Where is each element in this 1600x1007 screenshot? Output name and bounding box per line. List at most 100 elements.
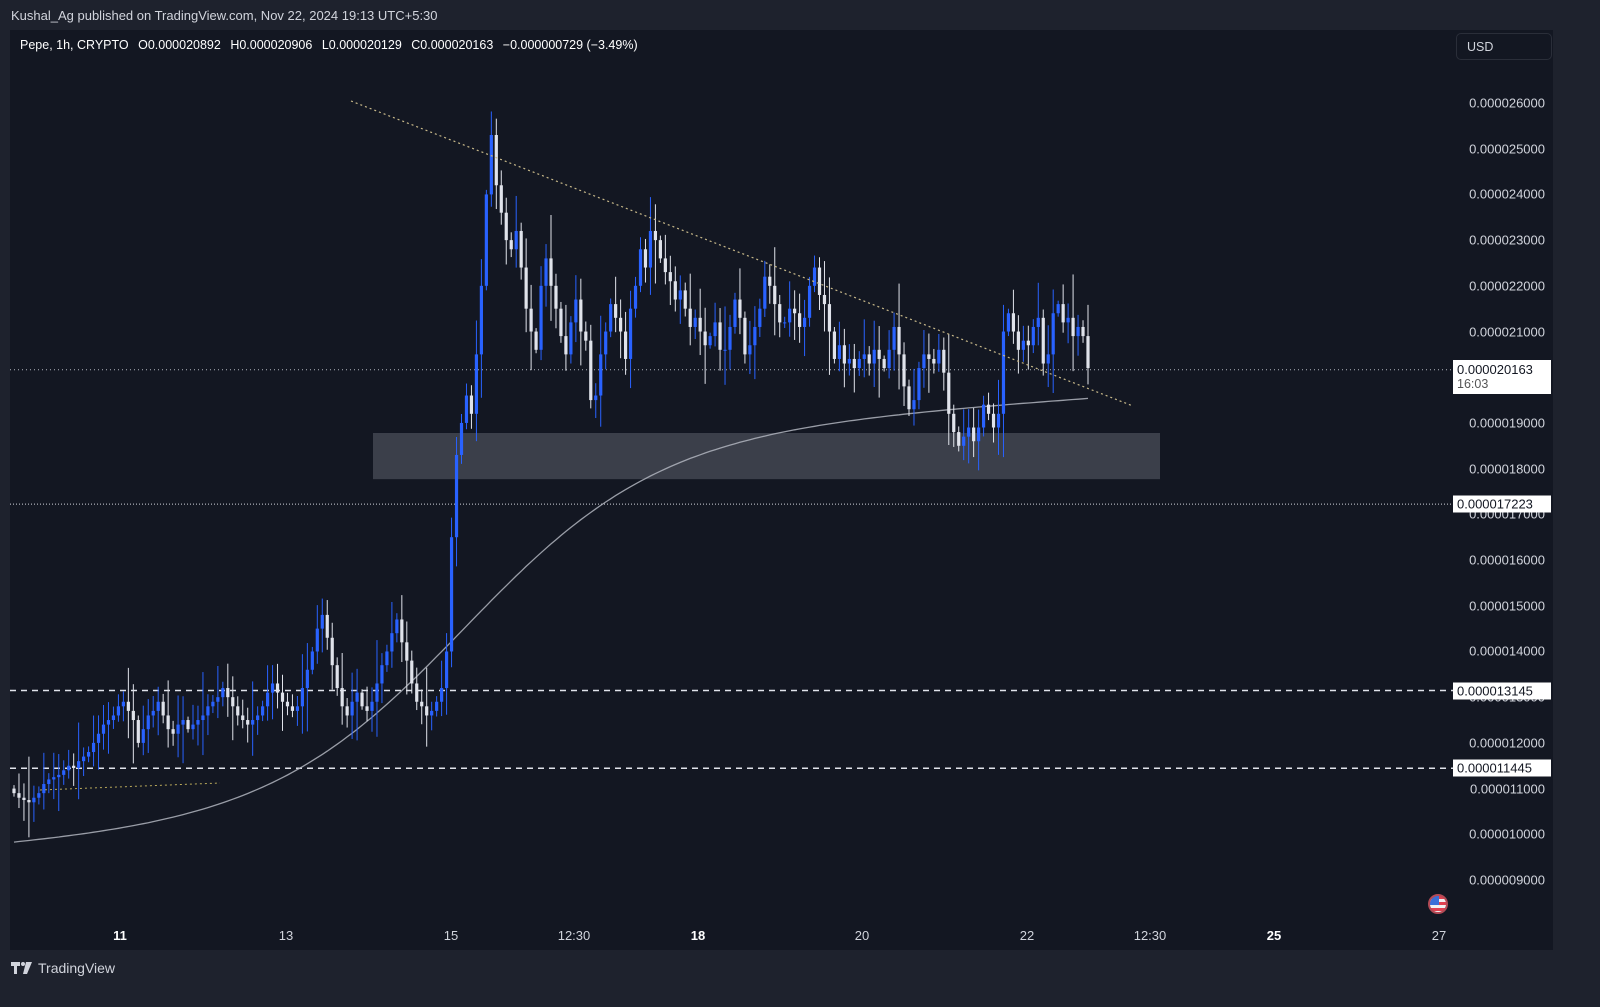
candle-up [783,322,787,324]
symbol-label[interactable]: Pepe, 1h, CRYPTO [20,38,129,52]
candle-up [1066,317,1070,323]
candle-up [599,354,603,396]
candle-down [559,308,563,337]
candle-down [927,354,931,359]
candle-up [1056,304,1060,314]
candle-up [748,345,752,355]
candle-up [350,701,354,716]
candle-down [554,285,558,309]
candle-down [166,715,170,730]
currency-button[interactable]: USD [1456,33,1552,60]
candle-up [977,427,981,442]
candle-up [86,752,91,757]
candle-up [430,710,434,716]
candle-down [27,800,31,803]
candle-down [365,706,369,711]
candle-up [355,692,359,702]
candle-down [673,281,677,300]
candle-down [340,688,344,707]
candle-up [539,285,543,350]
brand-label: TradingView [38,960,116,976]
candle-up [474,354,479,414]
time-axis-label: 12:30 [1133,928,1167,943]
candle-down [290,706,295,711]
candle-down [852,358,856,369]
candle-up [1001,331,1006,414]
candle-up [111,715,116,721]
candle-down [400,619,404,643]
candlestick-plot[interactable] [10,30,1553,950]
candle-up [67,765,71,771]
candle-up [310,651,314,670]
candle-up [609,304,613,332]
candle-down [131,710,135,721]
candle-down [22,797,26,801]
candle-up [1006,313,1011,332]
candle-up [91,742,96,753]
price-tag-value: 0.000011445 [1457,760,1532,776]
candle-down [798,313,802,327]
candle-down [653,230,658,241]
us-flag-event-icon[interactable] [1428,894,1448,914]
candle-up [514,230,518,250]
candle-down [136,720,140,743]
candle-down [12,788,16,794]
candle-up [201,715,205,721]
candle-up [857,358,861,369]
candle-up [320,614,324,629]
candle-up [251,720,255,725]
candle-up [106,720,111,725]
candle-up [261,706,265,716]
candle-up [121,701,125,707]
candle-down [897,326,901,355]
candle-up [390,633,394,652]
candle-up [52,777,56,780]
tradingview-brand[interactable]: TradingView [11,960,115,976]
candle-down [509,240,513,250]
chart-panel[interactable]: Pepe, 1h, CRYPTO O0.000020892 H0.0000209… [10,30,1553,950]
time-axis-label: 25 [1266,928,1282,943]
candle-down [1061,304,1065,323]
price-axis-label: 0.000021000 [1469,324,1545,340]
candle-up [633,285,638,309]
candle-up [156,701,160,711]
candle-up [628,308,633,359]
candle-down [907,386,911,410]
candle-down [947,372,951,414]
candle-down [683,290,687,309]
publish-info: Kushal_Ag published on TradingView.com, … [11,8,438,23]
low-value: L0.000020129 [321,38,402,52]
candle-down [902,354,906,387]
high-value: H0.000020906 [230,38,313,52]
candle-up [1021,340,1025,350]
candle-up [489,134,493,195]
candle-down [688,308,692,327]
candle-down [171,729,175,734]
candle-down [519,230,523,268]
candle-down [972,427,976,442]
candle-down [942,349,946,373]
candle-up [1046,354,1050,364]
candle-up [82,756,86,762]
candle-down [619,317,623,332]
candle-down [738,299,742,318]
candle-down [17,793,21,798]
candle-up [917,368,921,401]
candle-down [991,413,996,428]
candle-up [862,354,866,359]
candle-down [1071,317,1075,337]
candle-down [280,692,285,702]
candle-down [410,660,414,684]
candle-up [872,349,876,364]
candle-up [454,454,459,538]
candle-up [788,308,792,323]
candle-down [827,304,832,332]
candle-up [996,413,1001,428]
candle-down [415,683,419,702]
candle-up [295,706,300,711]
candle-down [579,299,583,332]
candle-down [1016,331,1020,350]
candle-down [778,304,782,323]
candle-down [345,706,349,716]
candle-up [449,537,454,652]
